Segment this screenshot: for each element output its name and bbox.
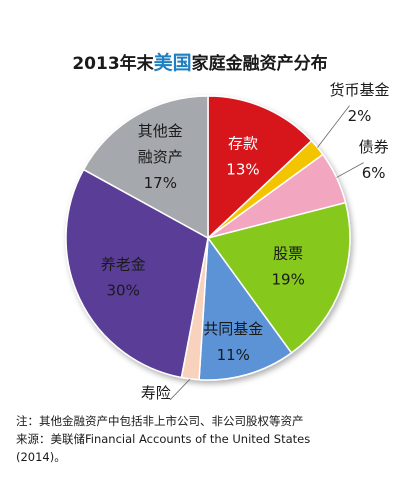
title-prefix: 2013年末 (72, 54, 154, 74)
pie-slice (65, 168, 209, 379)
slice-category-label: 股票 (273, 244, 303, 262)
leader-line (336, 162, 364, 178)
slice-value-label: 17% (144, 174, 177, 192)
slice-value-label: 19% (271, 270, 304, 288)
slice-value-label: 30% (107, 281, 140, 299)
pie-slice (198, 235, 293, 381)
source-line: 来源：美联储Financial Accounts of the United S… (16, 432, 311, 446)
source-year: (2014)。 (16, 450, 66, 464)
title-highlight: 美国 (153, 52, 192, 74)
slice-category-label: 融资产 (138, 148, 183, 166)
slice-value-label: 2% (348, 107, 372, 125)
slice-value-label: 6% (362, 164, 386, 182)
pie-slice (207, 95, 313, 240)
leader-line (317, 105, 350, 148)
pie-slice (206, 201, 351, 354)
slice-category-label: 共同基金 (203, 320, 263, 338)
slice-value-label: 13% (226, 161, 259, 179)
slice-category-label: 其他金 (138, 122, 183, 140)
slice-category-label: 货币基金 (329, 81, 389, 99)
leader-line (169, 378, 191, 400)
pie-slice (82, 95, 209, 240)
slice-category-label: 寿险 (141, 384, 171, 400)
footnote: 注：其他金融资产中包括非上市公司、非公司股权等资产 (16, 414, 304, 428)
slice-category-label: 养老金 (101, 255, 146, 273)
chart-notes: 注：其他金融资产中包括非上市公司、非公司股权等资产 来源：美联储Financia… (16, 412, 396, 466)
title-suffix: 家庭金融资产分布 (191, 54, 328, 74)
slice-category-label: 存款 (228, 135, 258, 153)
slice-category-label: 债券 (359, 138, 389, 156)
pie-chart: 存款13%货币基金2%债券6%股票19%共同基金11%寿险2%养老金30%其他金… (65, 81, 389, 400)
chart-title: 2013年末美国家庭金融资产分布 (0, 48, 400, 75)
slice-value-label: 11% (217, 346, 250, 364)
